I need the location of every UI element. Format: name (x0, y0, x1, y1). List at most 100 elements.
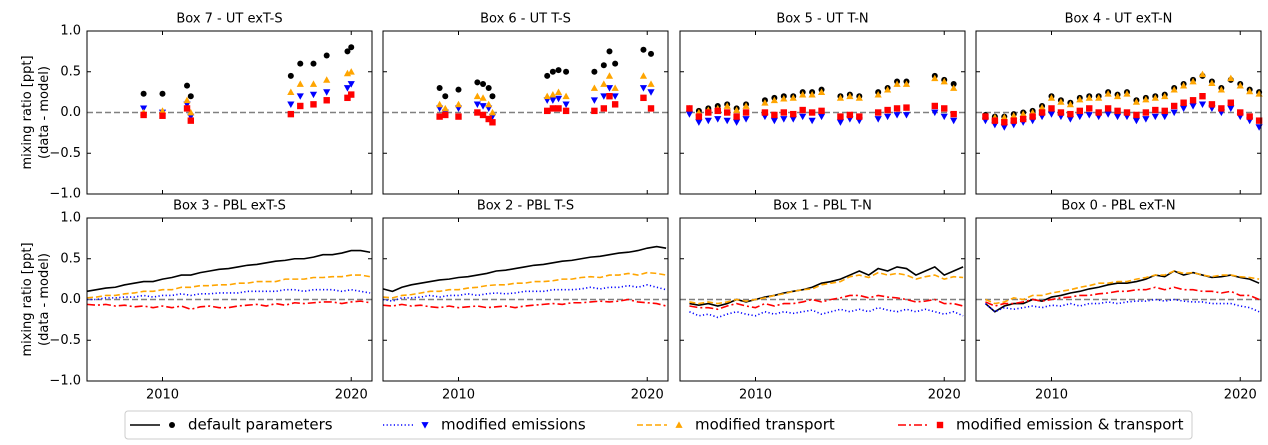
marker (799, 90, 807, 98)
marker (436, 85, 443, 92)
marker (1198, 101, 1207, 108)
marker (1019, 110, 1027, 118)
marker (555, 67, 562, 74)
marker (310, 101, 317, 108)
marker (902, 80, 911, 87)
marker (554, 88, 563, 96)
marker (1152, 106, 1159, 114)
marker (1066, 116, 1074, 123)
marker (287, 88, 295, 96)
x-tick-label: 2010 (739, 388, 772, 403)
marker (323, 52, 330, 59)
marker (1057, 98, 1065, 105)
marker (695, 119, 703, 126)
marker (950, 84, 958, 91)
series-line (985, 286, 1260, 307)
marker (1085, 112, 1093, 119)
marker (761, 109, 769, 116)
marker (485, 115, 492, 123)
marker (187, 117, 195, 124)
y-axis-label: mixing ratio [ppt] (data - model) (20, 55, 52, 169)
marker (846, 92, 854, 100)
marker (647, 89, 655, 96)
marker (421, 422, 429, 429)
marker (855, 94, 863, 101)
panel-title: Box 3 - PBL exT-S (173, 199, 286, 214)
marker (733, 119, 741, 126)
marker (554, 95, 563, 103)
marker (1218, 105, 1225, 112)
marker (323, 97, 330, 104)
y-tick-label: 0.5 (60, 64, 81, 79)
marker (686, 105, 693, 112)
marker (1180, 82, 1188, 89)
marker (639, 85, 648, 92)
marker (1227, 105, 1235, 113)
marker (639, 72, 648, 79)
marker (1113, 113, 1122, 121)
marker (723, 117, 731, 125)
marker (455, 86, 462, 93)
marker (1104, 105, 1112, 112)
marker (903, 104, 910, 111)
marker (605, 85, 614, 92)
marker (287, 110, 295, 118)
marker (789, 94, 797, 101)
marker (1180, 99, 1187, 106)
marker (893, 105, 901, 112)
marker (685, 111, 694, 118)
y-tick-label: 0.5 (60, 251, 81, 266)
axes-frame (382, 30, 669, 195)
series-line (985, 270, 1260, 305)
marker (1123, 109, 1131, 116)
marker (1010, 112, 1018, 119)
marker (1246, 113, 1253, 120)
marker (818, 107, 825, 115)
marker (605, 72, 614, 79)
marker (436, 113, 443, 120)
marker (1104, 90, 1112, 97)
legend-label: default parameters (188, 416, 333, 434)
marker (1095, 94, 1103, 101)
marker (723, 102, 731, 109)
marker (489, 93, 496, 100)
y-tick-label: 1.0 (60, 211, 81, 226)
y-axis-label-line: mixing ratio [ppt] (20, 242, 35, 356)
marker (1208, 101, 1216, 108)
marker (159, 90, 166, 97)
series-line (382, 298, 667, 309)
x-tick-label: 2020 (335, 388, 368, 403)
marker (309, 80, 318, 87)
marker (485, 100, 493, 108)
marker (705, 109, 712, 116)
marker (140, 105, 148, 113)
marker (1047, 111, 1056, 118)
marker (742, 102, 750, 109)
marker (549, 68, 556, 75)
marker (1038, 109, 1046, 116)
y-tick-label: −1.0 (49, 187, 81, 202)
x-tick-label: 2010 (1035, 388, 1068, 403)
marker (1029, 113, 1036, 120)
marker (940, 77, 948, 85)
marker (1237, 109, 1244, 116)
marker (473, 92, 481, 100)
marker (1076, 113, 1084, 121)
axes-frame (975, 30, 1262, 195)
marker (1142, 95, 1150, 103)
marker (454, 100, 463, 108)
marker (1001, 119, 1008, 126)
series-line (86, 300, 371, 311)
marker (1227, 74, 1235, 82)
marker (874, 109, 882, 116)
marker (647, 105, 655, 112)
marker (183, 96, 191, 104)
marker (1038, 104, 1046, 111)
x-tick-label: 2010 (146, 388, 179, 403)
marker (1133, 111, 1140, 119)
marker (817, 88, 826, 96)
marker (480, 80, 487, 87)
marker (606, 48, 613, 55)
x-tick-label: 2020 (1224, 388, 1257, 403)
y-tick-label: −0.5 (49, 146, 81, 161)
